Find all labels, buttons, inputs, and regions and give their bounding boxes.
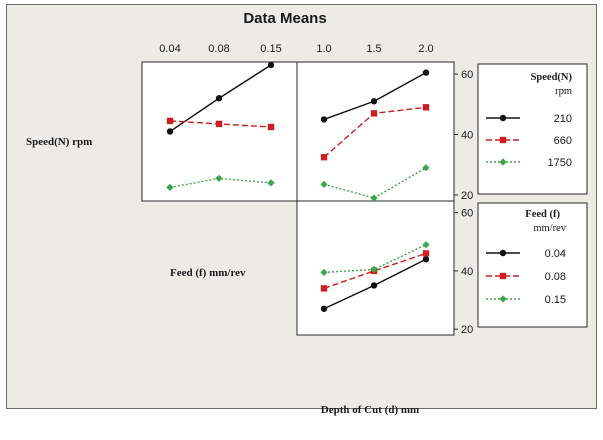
panel-speed-by-depth bbox=[296, 61, 455, 202]
data-point-speed-by-depth-210-2 bbox=[422, 69, 430, 76]
data-point-feed-by-depth-0.08-0 bbox=[320, 285, 328, 292]
data-point-feed-by-depth-0.04-0 bbox=[320, 305, 328, 312]
y-tick-label-feed-row-1: 40 bbox=[461, 266, 473, 278]
legend-label-speed-legend-1: 660 bbox=[554, 135, 572, 147]
top-tick-feed-1: 0.08 bbox=[208, 43, 229, 55]
data-point-speed-by-feed-1750-1 bbox=[215, 174, 223, 182]
legend-feed-title-line2: mm/rev bbox=[533, 223, 566, 234]
data-point-speed-by-depth-1750-0 bbox=[320, 180, 328, 188]
series-layer-speed-by-feed bbox=[166, 61, 275, 192]
top-tick-depth-2: 2.0 bbox=[418, 43, 433, 55]
legend-feed-title-line1: Feed (f) bbox=[525, 209, 560, 220]
data-point-speed-by-feed-210-0 bbox=[166, 128, 174, 135]
data-point-feed-by-depth-0.04-1 bbox=[370, 282, 378, 289]
data-point-speed-by-depth-660-0 bbox=[320, 153, 328, 161]
data-point-speed-by-feed-1750-0 bbox=[166, 183, 174, 192]
data-point-speed-by-feed-660-1 bbox=[215, 120, 223, 128]
legend-marker-speed-legend-2 bbox=[499, 158, 507, 166]
y-tick-label-speed-row-2: 60 bbox=[461, 69, 473, 81]
top-tick-feed-0: 0.04 bbox=[159, 43, 180, 55]
data-point-feed-by-depth-0.15-2 bbox=[422, 241, 430, 249]
legend-label-speed-legend-0: 210 bbox=[554, 113, 572, 125]
data-point-speed-by-depth-1750-2 bbox=[422, 164, 430, 172]
data-point-speed-by-feed-660-0 bbox=[166, 117, 174, 125]
data-point-speed-by-feed-1750-2 bbox=[267, 179, 275, 187]
legend-label-feed-legend-1: 0.08 bbox=[545, 271, 566, 283]
legend-feed-box bbox=[477, 202, 588, 328]
data-point-feed-by-depth-0.04-2 bbox=[422, 256, 430, 263]
top-tick-depth-0: 1.0 bbox=[316, 43, 331, 55]
data-point-feed-by-depth-0.08-2 bbox=[422, 250, 430, 257]
legend-marker-feed-legend-0 bbox=[499, 249, 507, 257]
legend-marker-speed-legend-1 bbox=[499, 136, 507, 144]
legend-label-feed-legend-2: 0.15 bbox=[545, 294, 566, 306]
data-point-speed-by-depth-660-2 bbox=[422, 104, 430, 111]
y-tick-label-feed-row-0: 20 bbox=[461, 324, 473, 336]
data-point-speed-by-feed-210-1 bbox=[215, 95, 223, 102]
legend-feed-entries: 0.04 0.08 0.15 bbox=[486, 248, 566, 306]
y-tick-label-speed-row-0: 20 bbox=[461, 190, 473, 202]
chart-title: Data Means bbox=[243, 10, 326, 27]
series-line-speed-by-depth-1750 bbox=[323, 167, 427, 199]
legend-speed-title-line1: Speed(N) bbox=[531, 72, 573, 83]
data-point-speed-by-feed-660-2 bbox=[267, 123, 275, 131]
legend-label-feed-legend-0: 0.04 bbox=[545, 248, 566, 260]
y-tick-label-speed-row-1: 40 bbox=[461, 130, 473, 142]
bottom-axis-label-depth: Depth of Cut (d) mm bbox=[321, 404, 419, 416]
data-point-speed-by-depth-210-1 bbox=[370, 98, 378, 105]
legend-marker-speed-legend-0 bbox=[499, 114, 507, 122]
top-tick-feed-2: 0.15 bbox=[260, 43, 281, 55]
data-point-speed-by-depth-660-1 bbox=[370, 110, 378, 117]
legend-label-speed-legend-2: 1750 bbox=[548, 157, 572, 169]
y-axis-speed-row: 20 40 60 bbox=[454, 69, 473, 202]
legend-marker-feed-legend-2 bbox=[499, 295, 507, 303]
y-axis-feed-row: 20 40 60 bbox=[454, 208, 473, 336]
legend-speed-box bbox=[477, 63, 588, 195]
series-layer-speed-by-depth bbox=[320, 69, 430, 202]
series-line-feed-by-depth-0.15 bbox=[323, 244, 427, 274]
top-tick-depth-1: 1.5 bbox=[366, 43, 381, 55]
series-layer-feed-by-depth bbox=[320, 241, 430, 312]
data-point-speed-by-feed-210-2 bbox=[267, 61, 275, 69]
y-tick-label-feed-row-2: 60 bbox=[461, 208, 473, 220]
row-label-feed: Feed (f) mm/rev bbox=[170, 267, 246, 279]
data-point-speed-by-depth-210-0 bbox=[320, 116, 328, 123]
data-point-feed-by-depth-0.15-0 bbox=[320, 268, 328, 276]
data-point-speed-by-depth-1750-1 bbox=[370, 194, 378, 202]
legend-speed-entries: 210 660 1750 bbox=[486, 113, 572, 169]
legend-marker-feed-legend-1 bbox=[499, 272, 507, 280]
data-point-feed-by-depth-0.15-1 bbox=[370, 265, 378, 274]
legend-speed-title-line2: rpm bbox=[555, 86, 572, 97]
row-label-speed: Speed(N) rpm bbox=[26, 136, 92, 148]
